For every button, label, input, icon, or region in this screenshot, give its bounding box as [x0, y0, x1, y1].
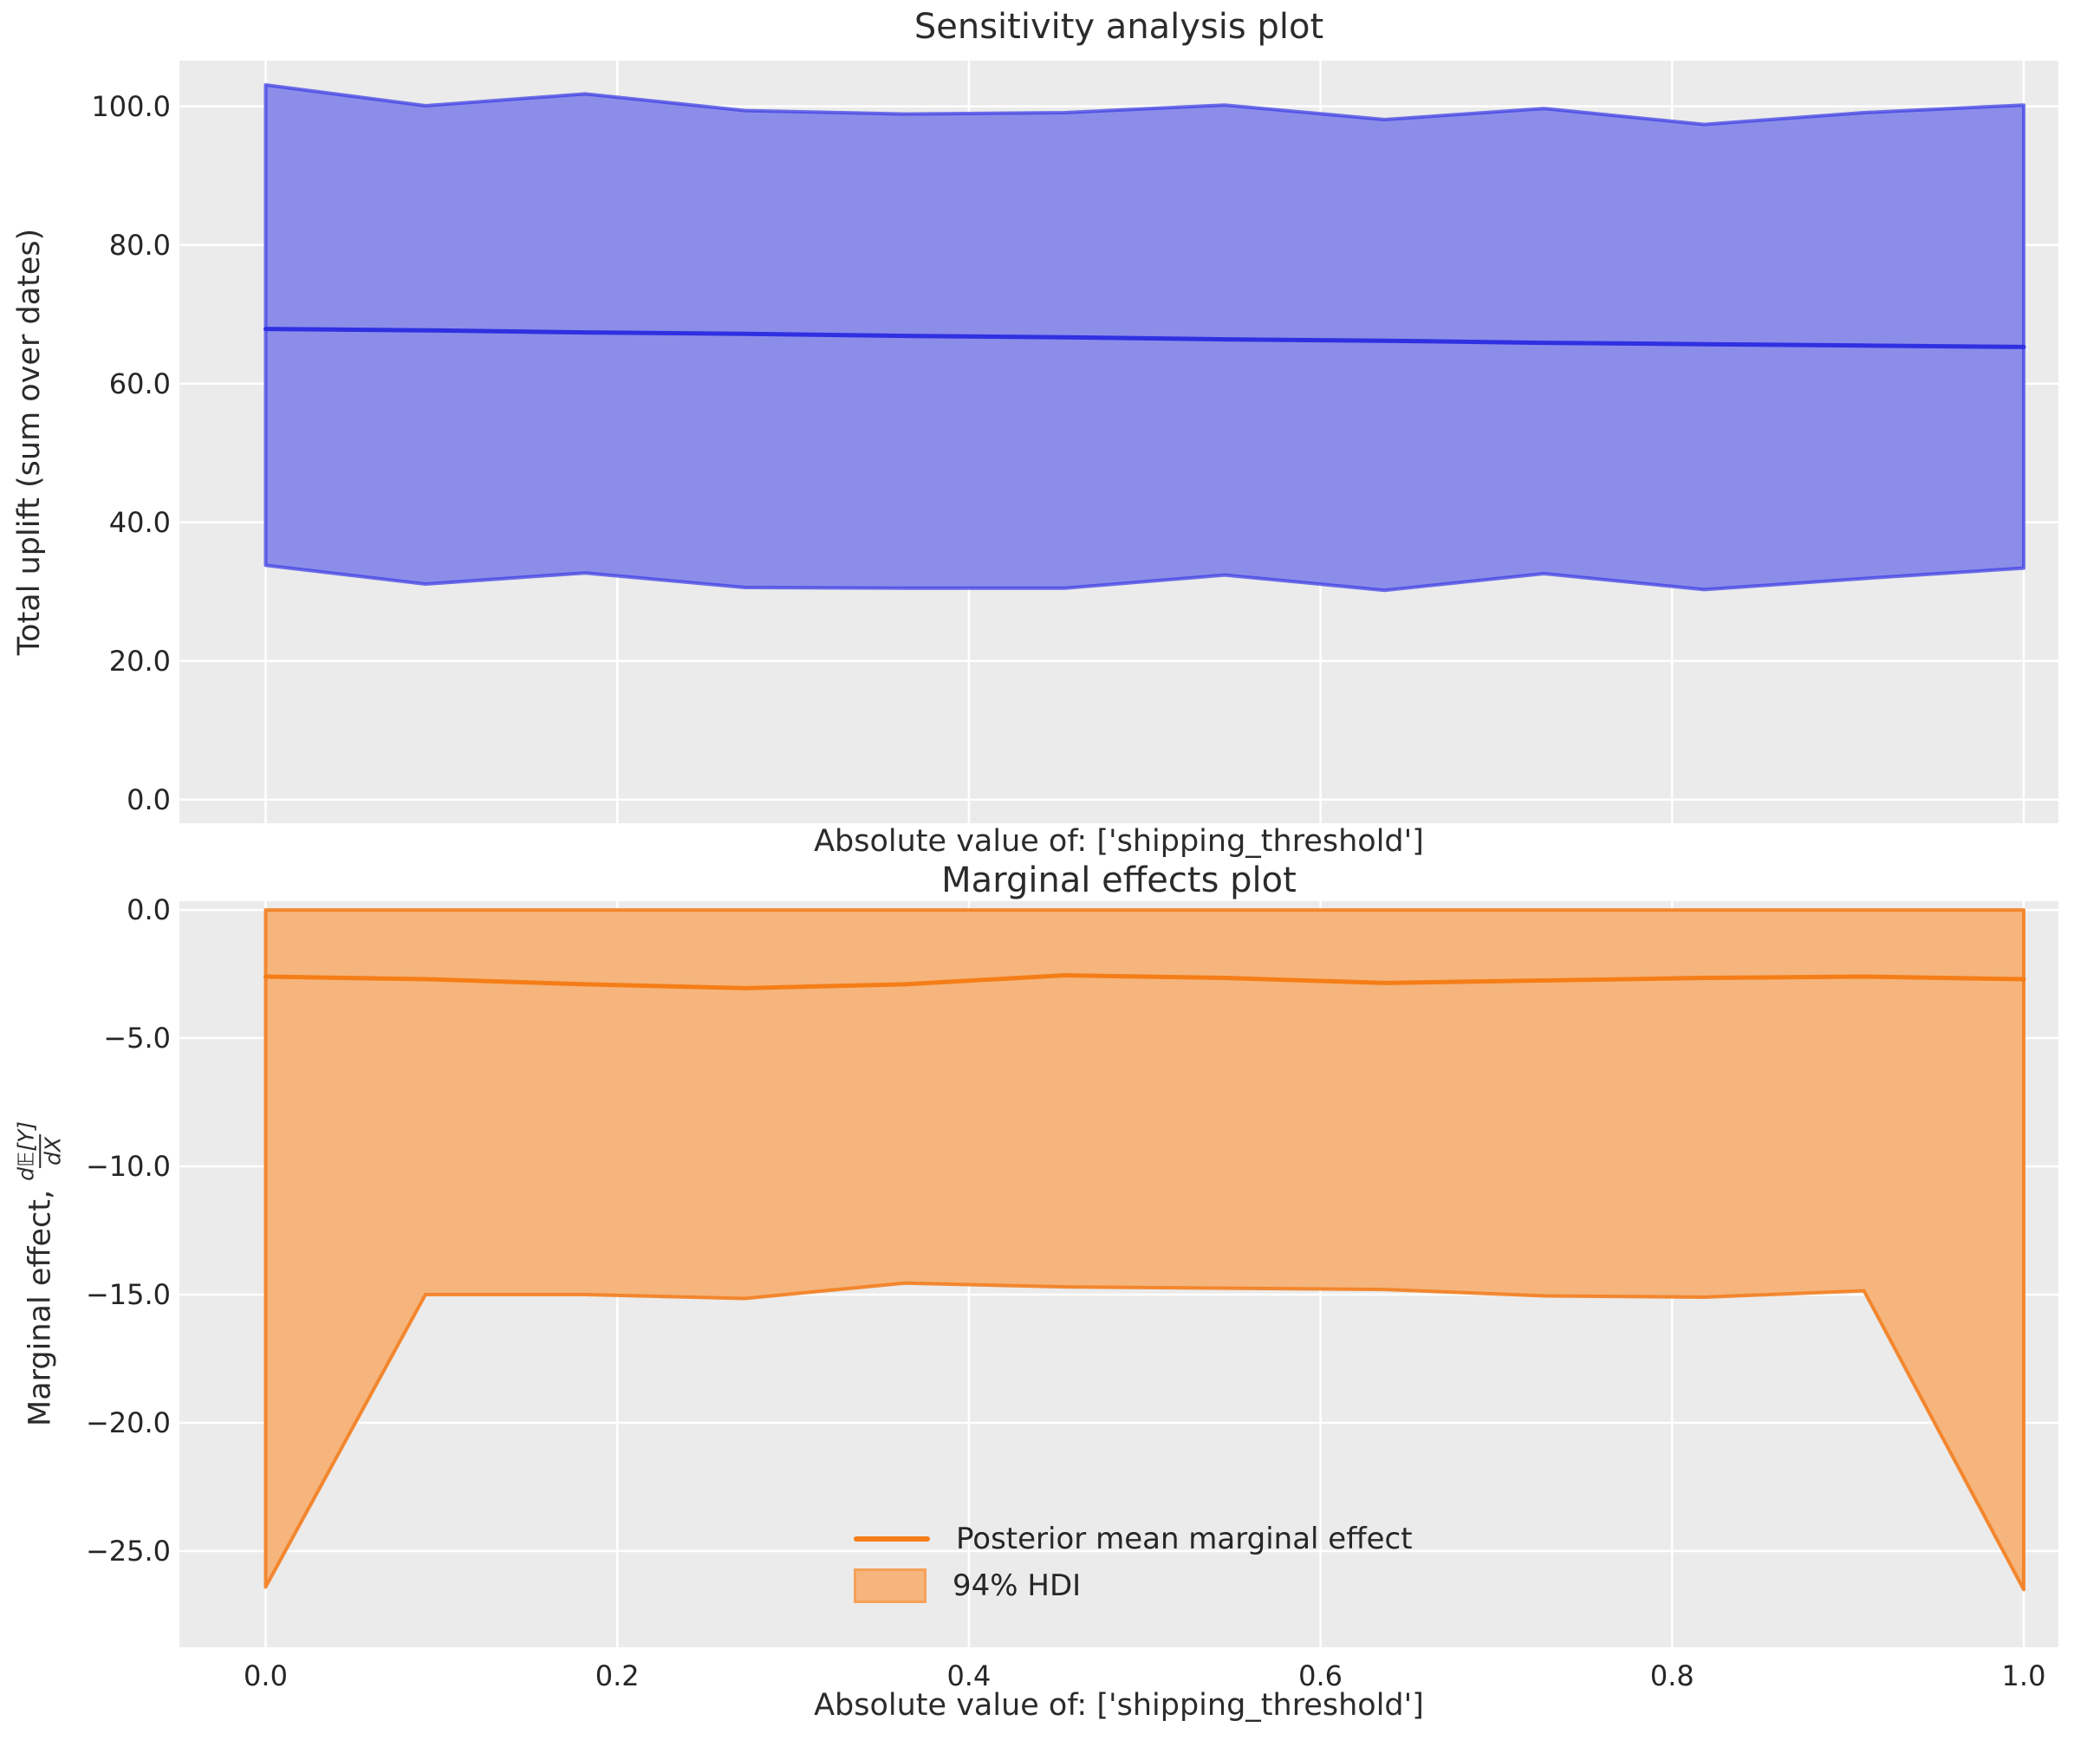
- y-tick-label: 60.0: [108, 367, 171, 400]
- y-tick-label: 0.0: [127, 893, 171, 927]
- bottom-plot-canvas: [179, 901, 2058, 1647]
- x-tick-label: 0.2: [595, 1659, 640, 1692]
- legend-row-hdi: 94% HDI: [854, 1568, 1413, 1603]
- y-tick-label: 40.0: [108, 505, 171, 539]
- y-tick-label: −25.0: [85, 1535, 171, 1568]
- legend-hdi-label: 94% HDI: [952, 1568, 1082, 1603]
- y-tick-label: −5.0: [103, 1022, 171, 1055]
- x-tick-label: 0.4: [946, 1659, 991, 1692]
- top-plot-title: Sensitivity analysis plot: [913, 7, 1324, 47]
- top-plot-canvas: [179, 61, 2058, 823]
- bottom-plot-xlabel: Absolute value of: ['shipping_threshold'…: [814, 1688, 1424, 1723]
- y-tick-label: 80.0: [108, 228, 171, 262]
- bottom-plot-ylabel: Marginal effect, d𝔼[Y] dX: [13, 1120, 66, 1427]
- top-plot-area: [179, 61, 2058, 823]
- bottom-plot-title: Marginal effects plot: [941, 860, 1297, 900]
- y-tick-label: −15.0: [85, 1278, 171, 1312]
- legend-patch-swatch: [854, 1568, 926, 1603]
- legend-line-swatch: [854, 1536, 930, 1542]
- x-tick-label: 0.8: [1649, 1659, 1694, 1692]
- bottom-plot-ylabel-text: Marginal effect,: [23, 1189, 57, 1427]
- y-tick-label: 20.0: [108, 644, 171, 678]
- x-tick-label: 0.6: [1298, 1659, 1343, 1692]
- x-tick-label: 1.0: [2001, 1659, 2046, 1692]
- x-tick-label: 0.0: [244, 1659, 288, 1692]
- top-plot-ylabel-text: Total uplift (sum over dates): [12, 228, 47, 656]
- hdi-band: [263, 908, 2025, 1592]
- bottom-plot-area: Posterior mean marginal effect 94% HDI: [179, 901, 2058, 1647]
- y-tick-label: −10.0: [85, 1150, 171, 1184]
- marginal-effect-fraction: d𝔼[Y] dX: [13, 1120, 66, 1181]
- legend-mean-label: Posterior mean marginal effect: [956, 1522, 1413, 1556]
- y-tick-label: 100.0: [91, 89, 171, 123]
- y-tick-label: −20.0: [85, 1406, 171, 1440]
- legend: Posterior mean marginal effect 94% HDI: [854, 1522, 1413, 1603]
- fraction-denominator: dX: [39, 1133, 66, 1168]
- top-plot-xlabel: Absolute value of: ['shipping_threshold'…: [814, 824, 1424, 859]
- posterior-mean-line: [263, 327, 2026, 349]
- posterior-mean-line: [263, 973, 2026, 990]
- y-tick-label: 0.0: [127, 782, 171, 816]
- top-plot-ylabel: Total uplift (sum over dates): [12, 229, 47, 656]
- fraction-numerator: d𝔼[Y]: [13, 1120, 39, 1181]
- legend-row-mean: Posterior mean marginal effect: [854, 1522, 1413, 1556]
